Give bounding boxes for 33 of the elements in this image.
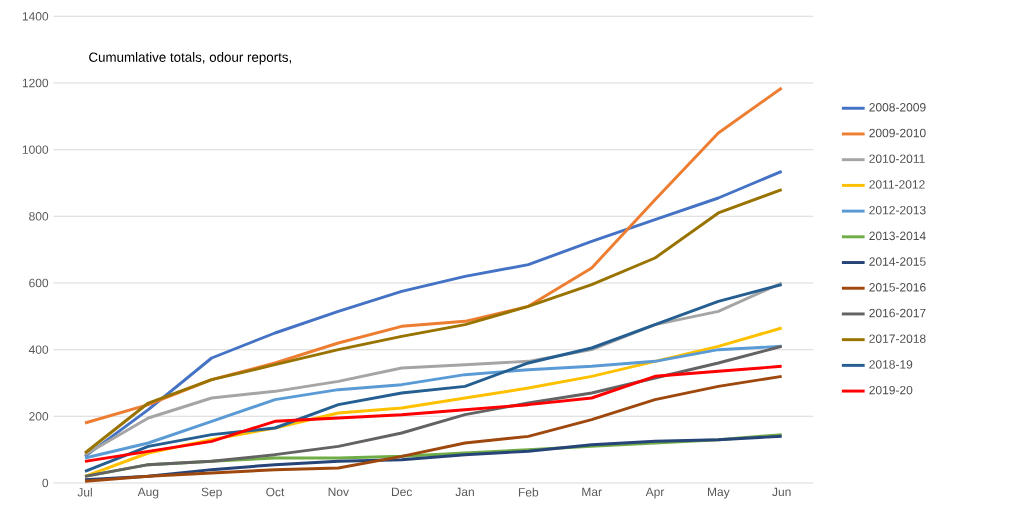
x-tick-label: Sep: [201, 487, 222, 499]
legend-label: 2010-2011: [869, 154, 925, 163]
y-tick-label: 800: [29, 212, 49, 221]
x-tick-label: Dec: [391, 487, 413, 497]
y-tick-label: 400: [28, 345, 49, 354]
x-tick-label: Jul: [77, 487, 92, 497]
x-tick-label: Aug: [137, 487, 159, 499]
x-tick-label: Nov: [328, 487, 349, 497]
legend-label: 2015-2016: [869, 283, 926, 292]
x-tick-label: Jan: [455, 487, 474, 497]
legend-label: 2011-2012: [869, 180, 925, 189]
x-tick-label: May: [707, 487, 730, 499]
x-tick-label: Apr: [645, 487, 665, 499]
x-tick-label: Feb: [518, 487, 539, 497]
legend-label: 2019-20: [869, 385, 913, 395]
legend-label: 2008-2009: [869, 103, 926, 112]
y-tick-label: 0: [42, 478, 49, 488]
y-tick-label: 1200: [22, 78, 49, 88]
legend-label: 2018-19: [869, 360, 913, 369]
y-tick-label: 1000: [22, 145, 49, 154]
legend-label: 2016-2017: [869, 308, 926, 318]
x-tick-label: Oct: [266, 487, 285, 497]
y-tick-label: 1400: [22, 12, 49, 21]
legend-label: 2017-2018: [869, 334, 926, 343]
x-tick-label: Mar: [582, 487, 602, 497]
legend-label: 2012-2013: [869, 205, 926, 215]
y-tick-label: 200: [29, 412, 49, 421]
legend-label: 2009-2010: [869, 128, 926, 138]
legend-label: 2013-2014: [869, 231, 926, 241]
legend-label: 2014-2015: [869, 257, 926, 266]
x-tick-label: Jun: [772, 487, 791, 497]
text: Cumumlative totals, odour reports,: [89, 52, 291, 65]
y-tick-label: 600: [29, 278, 49, 288]
